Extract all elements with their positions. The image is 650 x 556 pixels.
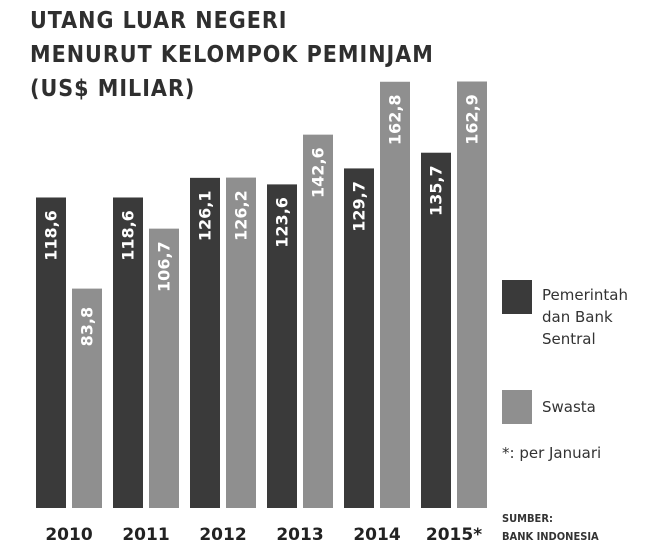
- bar-pemerintah-2014: [344, 168, 374, 508]
- bar-label-pemerintah-2011: 118,6: [119, 210, 138, 261]
- footnote: *: per Januari: [502, 444, 602, 462]
- bar-label-swasta-2010: 83,8: [78, 307, 97, 346]
- bar-swasta-2015: [457, 81, 487, 509]
- source-label: SUMBER:: [502, 512, 553, 525]
- x-tick-label-2012: 2012: [199, 525, 246, 545]
- bar-pemerintah-2011: [113, 197, 143, 508]
- bar-pemerintah-2013: [267, 184, 297, 508]
- bar-label-pemerintah-2014: 129,7: [350, 181, 369, 232]
- x-tick-label-2011: 2011: [122, 525, 169, 545]
- bar-pemerintah-2012: [190, 177, 220, 508]
- bar-pemerintah-2010: [36, 197, 66, 508]
- legend-label-pemerintah: Pemerintah dan Bank Sentral: [542, 286, 629, 348]
- chart-title-line-1: UTANG LUAR NEGERI: [30, 8, 288, 34]
- bar-label-pemerintah-2012: 126,1: [196, 191, 215, 242]
- bar-swasta-2014: [380, 81, 410, 508]
- x-tick-label-2015: 2015*: [426, 525, 482, 545]
- bar-label-swasta-2012: 126,2: [232, 190, 251, 241]
- bar-swasta-2010: [72, 288, 102, 508]
- bar-swasta-2012: [226, 177, 256, 508]
- x-tick-label-2013: 2013: [276, 525, 323, 545]
- source-name: BANK INDONESIA: [502, 530, 599, 543]
- bar-label-pemerintah-2015: 135,7: [427, 165, 446, 216]
- bar-pemerintah-2015: [421, 152, 451, 509]
- bar-swasta-2011: [149, 228, 179, 508]
- legend-swatch-pemerintah: [502, 280, 532, 314]
- bar-label-pemerintah-2010: 118,6: [42, 210, 61, 261]
- legend-swatch-swasta: [502, 390, 532, 424]
- bar-label-swasta-2015: 162,9: [463, 94, 482, 145]
- bar-label-pemerintah-2013: 123,6: [273, 197, 292, 248]
- bar-swasta-2013: [303, 134, 333, 508]
- bar-label-swasta-2014: 162,8: [386, 94, 405, 145]
- chart-title-line-2: MENURUT KELOMPOK PEMINJAM: [30, 42, 434, 68]
- legend-label-swasta: Swasta: [542, 398, 596, 416]
- chart-title-line-3: (US$ MILIAR): [30, 76, 196, 102]
- bar-label-swasta-2011: 106,7: [155, 241, 174, 292]
- x-tick-label-2010: 2010: [45, 525, 92, 545]
- x-tick-label-2014: 2014: [353, 525, 400, 545]
- bar-label-swasta-2013: 142,6: [309, 147, 328, 198]
